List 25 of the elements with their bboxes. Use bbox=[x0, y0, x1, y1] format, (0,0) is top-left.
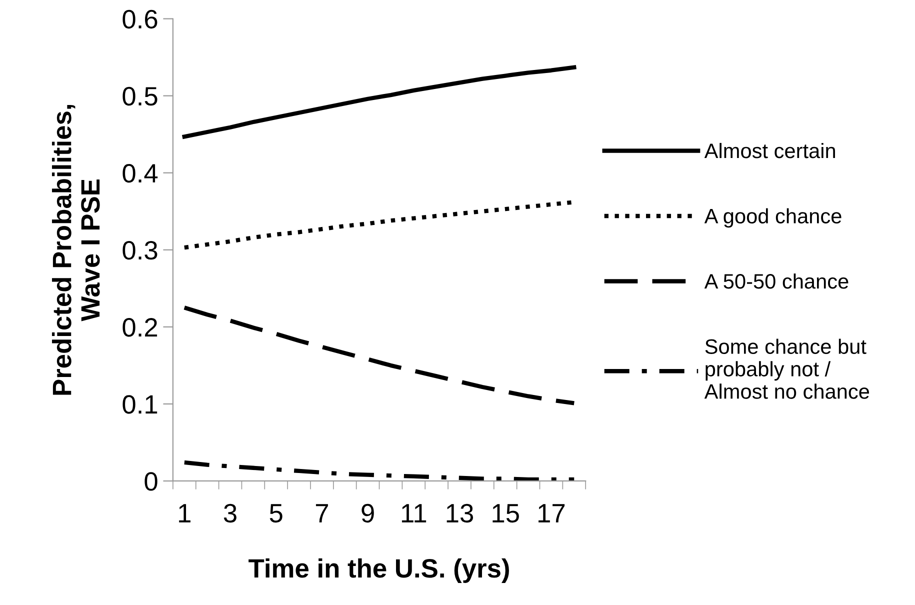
x-tick-label: 3 bbox=[224, 504, 236, 523]
y-tick-label: 0 bbox=[144, 472, 158, 491]
line-series bbox=[182, 65, 576, 139]
x-axis-title: Time in the U.S. (yrs) bbox=[248, 558, 509, 583]
x-tick-label: 5 bbox=[270, 504, 282, 523]
legend-label: A 50-50 chance bbox=[704, 273, 848, 289]
y-tick-label: 0.5 bbox=[122, 86, 158, 106]
legend-label: Some chance but probably not / Almost no chance bbox=[704, 338, 870, 399]
x-tick-label: 11 bbox=[402, 504, 426, 522]
x-tick-label: 1 bbox=[179, 504, 190, 522]
y-tick-label: 0.4 bbox=[122, 164, 158, 183]
x-tick-label: 9 bbox=[362, 504, 374, 523]
y-axis-title: Predicted Probabilities, Wave I PSE bbox=[52, 104, 100, 395]
line-series bbox=[182, 306, 576, 406]
x-tick-label: 13 bbox=[446, 504, 474, 523]
x-tick-label: 17 bbox=[538, 504, 565, 522]
y-tick-label: 0.6 bbox=[122, 10, 158, 29]
y-tick-label: 0.3 bbox=[122, 241, 158, 260]
x-tick-label: 15 bbox=[492, 504, 519, 523]
y-tick-label: 0.1 bbox=[122, 395, 158, 414]
y-tick-label: 0.2 bbox=[122, 318, 158, 337]
legend-label: A good chance bbox=[704, 208, 842, 228]
line-series bbox=[182, 460, 576, 481]
legend-label: Almost certain bbox=[704, 142, 835, 158]
x-tick-label: 7 bbox=[316, 504, 328, 522]
